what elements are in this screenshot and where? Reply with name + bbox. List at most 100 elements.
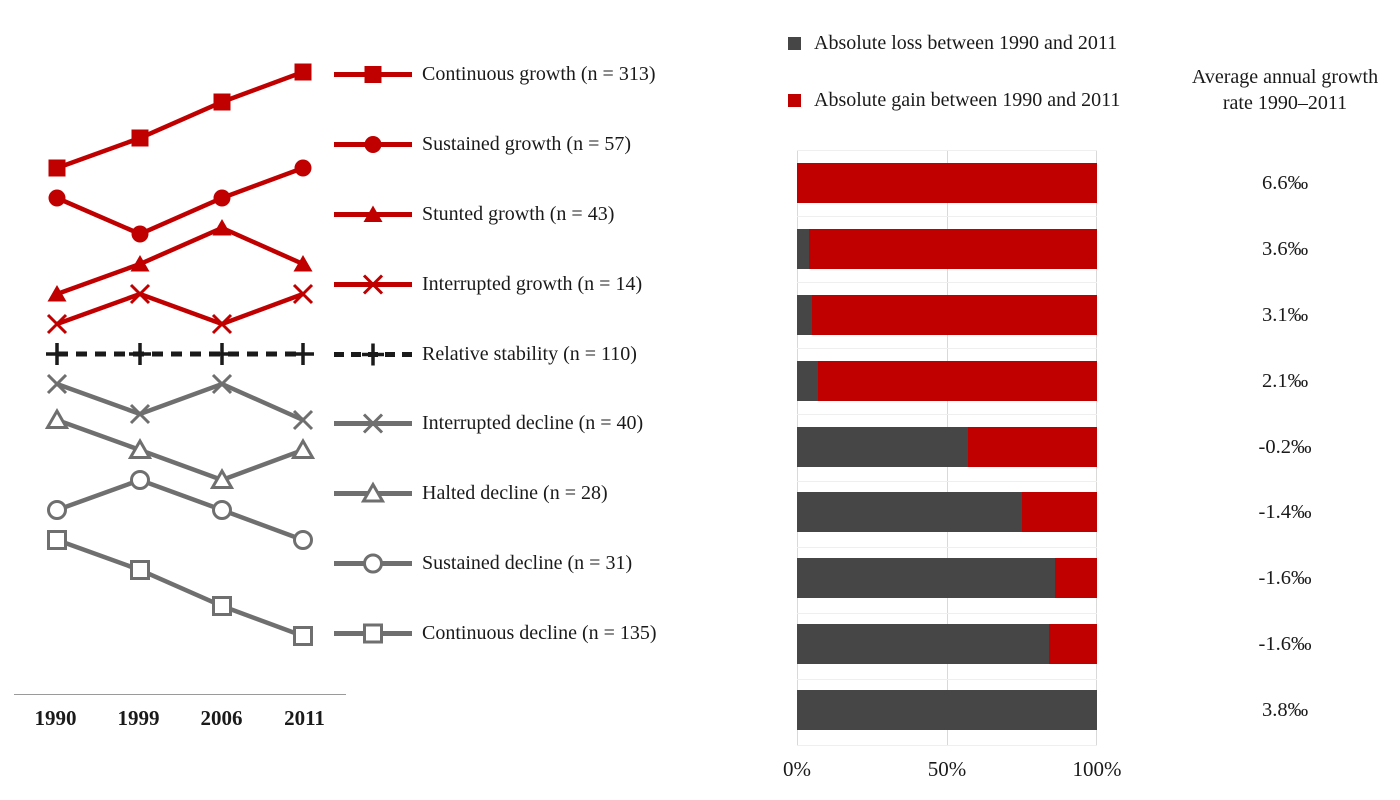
legend-label: Interrupted decline (n = 40) (422, 412, 644, 435)
grid-line-horizontal (797, 613, 1097, 614)
series-square-open (47, 530, 313, 646)
bar-row (797, 360, 1097, 401)
legend-item: Halted decline (n = 28) (333, 480, 657, 507)
x-axis-year: 1999 (117, 706, 160, 730)
loss-segment (797, 690, 1097, 730)
loss-segment (797, 426, 968, 467)
square-legend-marker-icon (334, 66, 412, 83)
legend-label: Stunted growth (n = 43) (422, 202, 615, 225)
gain-segment (968, 426, 1097, 467)
series-plus (46, 343, 314, 365)
loss-segment (797, 558, 1055, 599)
bar-row (797, 558, 1097, 599)
legend-label: Relative stability (n = 110) (422, 342, 637, 365)
bar-row (797, 690, 1097, 730)
trajectory-line-chart (44, 63, 316, 646)
triangle-legend-marker-icon (334, 205, 412, 222)
bar-x-axis-labels: 0% 50% 100% (783, 757, 1122, 787)
gain-segment (812, 294, 1097, 335)
gain-segment (1049, 624, 1097, 665)
loss-segment (797, 492, 1022, 533)
bar-row (797, 624, 1097, 665)
gain-segment (797, 163, 1097, 203)
grid-line-horizontal (797, 481, 1097, 482)
growth-rate-values: 6.6‰ 3.6‰ 3.1‰ 2.1‰ -0.2‰ -1.4‰ -1.6‰ -1.6‰ 3.8‰ (1205, 150, 1365, 745)
series-square (48, 63, 312, 177)
legend-item: Relative stability (n = 110) (333, 341, 657, 368)
growth-rate-value: 3.1‰ (1261, 303, 1309, 326)
series-triangle-open (44, 407, 316, 489)
x-axis-year-labels: 1990 1999 2006 2011 (14, 706, 346, 731)
growth-rate-value: -1.6‰ (1258, 567, 1312, 590)
bar-chart-legend: Absolute loss between 1990 and 2011 Absol… (788, 32, 1120, 112)
legend-item: Interrupted growth (n = 14) (333, 271, 657, 298)
gain-swatch-icon (788, 94, 801, 107)
legend-item: Continuous decline (n = 135) (333, 620, 657, 647)
legend-label: Interrupted growth (n = 14) (422, 272, 643, 295)
grid-line-horizontal (797, 679, 1097, 680)
gain-segment (1055, 558, 1097, 599)
growth-rate-column-header: Average annual growth rate 1990–2011 (1191, 66, 1379, 114)
bar-legend-label: Absolute loss between 1990 and 2011 (814, 32, 1118, 54)
triangle-open-legend-marker-icon (334, 481, 412, 503)
x-open-legend-marker-icon (334, 413, 412, 434)
legend-label: Sustained growth (n = 57) (422, 132, 632, 155)
trajectory-legend: Continuous growth (n = 313) Sustained gro… (333, 61, 657, 647)
legend-item: Stunted growth (n = 43) (333, 201, 657, 228)
grid-line-horizontal (797, 150, 1097, 151)
legend-label: Halted decline (n = 28) (422, 482, 608, 505)
legend-item: Sustained growth (n = 57) (333, 131, 657, 158)
series-x (46, 283, 314, 335)
x-axis-year: 2006 (200, 706, 243, 730)
loss-segment (797, 624, 1049, 665)
stacked-bar-plot (797, 150, 1097, 746)
loss-segment (797, 228, 809, 269)
growth-rate-value: 3.8‰ (1261, 699, 1309, 721)
loss-segment (797, 294, 812, 335)
bar-legend-label: Absolute gain between 1990 and 2011 (814, 89, 1121, 111)
legend-label: Sustained decline (n = 31) (422, 552, 633, 575)
bar-row (797, 163, 1097, 203)
plus-legend-marker-icon (334, 343, 412, 365)
gain-segment (818, 360, 1097, 401)
circle-legend-marker-icon (334, 135, 412, 153)
legend-item: Continuous growth (n = 313) (333, 61, 657, 88)
growth-rate-value: 6.6‰ (1261, 172, 1309, 194)
growth-rate-value: -0.2‰ (1258, 435, 1312, 458)
legend-label: Continuous decline (n = 135) (422, 622, 657, 644)
bar-row (797, 294, 1097, 335)
bar-row (797, 492, 1097, 533)
growth-rate-value: 3.6‰ (1261, 237, 1309, 260)
bar-row (797, 426, 1097, 467)
grid-line-horizontal (797, 216, 1097, 217)
bar-row (797, 228, 1097, 269)
legend-item: Interrupted decline (n = 40) (333, 410, 657, 437)
bar-x-tick-label: 50% (927, 757, 967, 781)
grid-line-horizontal (797, 348, 1097, 349)
grid-line-horizontal (797, 745, 1097, 746)
grid-line-horizontal (797, 547, 1097, 548)
series-circle (48, 159, 312, 243)
growth-rate-value: -1.6‰ (1258, 633, 1312, 656)
grid-line-horizontal (797, 282, 1097, 283)
loss-segment (797, 360, 818, 401)
x-axis-year: 1990 (34, 706, 77, 730)
x-axis-year: 2011 (284, 706, 325, 730)
x-legend-marker-icon (334, 274, 412, 295)
circle-open-legend-marker-icon (334, 553, 412, 574)
grid-line-horizontal (797, 414, 1097, 415)
bar-x-tick-label: 0% (783, 757, 811, 781)
legend-label: Continuous growth (n = 313) (422, 63, 656, 85)
growth-rate-value: -1.4‰ (1258, 501, 1312, 524)
gain-segment (1022, 492, 1097, 533)
loss-swatch-icon (788, 37, 801, 50)
series-triangle (47, 219, 313, 302)
legend-item: Sustained decline (n = 31) (333, 550, 657, 577)
bar-legend-item: Absolute loss between 1990 and 2011 (788, 32, 1120, 55)
bar-legend-item: Absolute gain between 1990 and 2011 (788, 89, 1120, 112)
square-open-legend-marker-icon (334, 623, 412, 644)
series-x-open (46, 373, 314, 431)
series-circle-open (47, 470, 313, 550)
bar-x-tick-label: 100% (1072, 757, 1122, 781)
